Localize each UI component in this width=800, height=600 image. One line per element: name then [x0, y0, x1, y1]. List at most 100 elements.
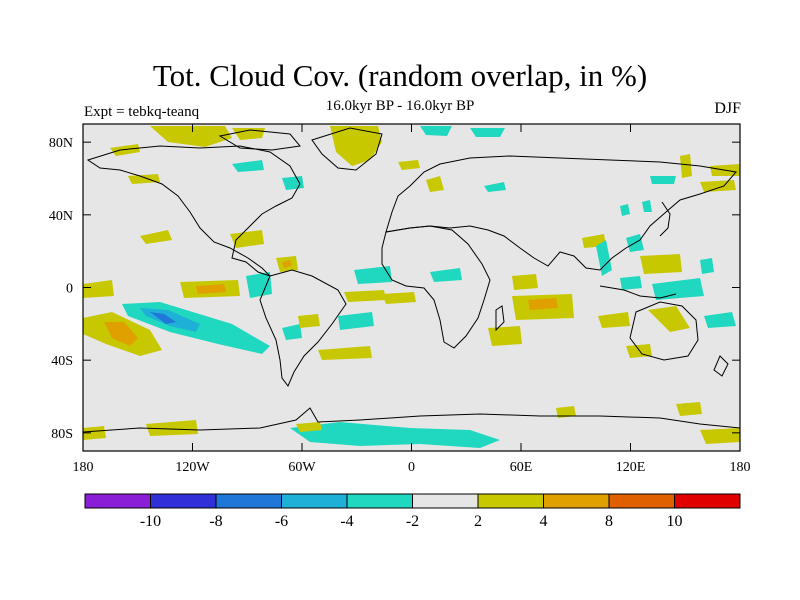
colorbar-segment [281, 493, 348, 509]
coastlines [83, 127, 740, 433]
anomaly-patch-negative [338, 312, 374, 330]
anomaly-patch-negative [620, 204, 630, 216]
longitude-axis: 180 120W 60W 0 60E 120E 180 [73, 124, 751, 475]
anomaly-patch-orange [282, 260, 292, 268]
anomaly-patch-negative [354, 266, 392, 284]
anomaly-patch-positive [556, 406, 576, 418]
anomaly-patch-negative [430, 268, 462, 282]
anomaly-patch-darkblue [150, 312, 176, 324]
anomaly-patch-positive [680, 154, 692, 178]
indonesia-coastline [599, 285, 677, 299]
anomaly-patch-negative [282, 324, 302, 340]
anomaly-patch-negative [290, 422, 500, 448]
colorbar-label: -4 [340, 513, 353, 530]
greenland-coastline [311, 127, 383, 171]
arctic-islands-coastline [218, 129, 301, 151]
africa-coastline [381, 225, 491, 349]
anomaly-patch-positive [426, 176, 444, 192]
colorbar-segment [215, 493, 282, 509]
anomaly-patch-positive [488, 326, 522, 346]
anomaly-patch-positive [230, 230, 264, 248]
lon-tick-label: 180 [73, 460, 94, 475]
colorbar-segment [84, 493, 151, 509]
map-title: Tot. Cloud Cov. (random overlap, in %) [152, 58, 648, 93]
anomaly-patch-negative [470, 128, 505, 137]
anomaly-patch-positive [318, 346, 372, 360]
colorbar-segment [150, 493, 217, 509]
australia-coastline [629, 301, 699, 361]
south-america-coastline [259, 269, 347, 387]
anomaly-patch-negative [232, 160, 264, 172]
colorbar-segment [608, 493, 675, 509]
anomaly-patch-positive [150, 126, 232, 147]
colorbar-label: 2 [474, 513, 482, 530]
colorbar-segment [477, 493, 544, 509]
lon-tick-label: 60W [288, 460, 316, 475]
antarctica-coastline [83, 407, 740, 433]
anomaly-patch-negative [620, 276, 642, 290]
lon-tick-label: 60E [510, 460, 533, 475]
anomaly-patch-positive [640, 254, 682, 274]
lon-tick-label: 180 [730, 460, 751, 475]
lat-tick-label: 0 [66, 282, 73, 297]
lon-tick-label: 0 [408, 460, 415, 475]
anomaly-patch-positive [512, 274, 538, 290]
anomaly-patch-negative [420, 126, 452, 136]
anomaly-shading [83, 126, 740, 448]
anomaly-patch-negative [596, 240, 612, 276]
anomaly-patch-positive [298, 314, 320, 328]
anomaly-patch-positive [382, 292, 416, 304]
colorbar-segment [346, 493, 413, 509]
anomaly-patch-negative [642, 200, 652, 212]
new-zealand-coastline [713, 355, 729, 377]
anomaly-patch-positive [398, 160, 420, 170]
anomaly-patch-positive [648, 306, 690, 332]
colorbar-label: -6 [275, 513, 288, 530]
anomaly-patch-positive [296, 422, 322, 432]
japan-coastline [659, 201, 671, 237]
colorbar: -10 -8 -6 -4 -2 2 4 8 10 [84, 493, 741, 530]
colorbar-segment [543, 493, 610, 509]
colorbar-label: 10 [667, 513, 683, 530]
anomaly-patch-positive [146, 420, 198, 436]
anomaly-patch-positive [344, 290, 386, 302]
anomaly-patch-positive [83, 426, 106, 440]
anomaly-patch-positive [128, 174, 160, 184]
anomaly-patch-positive [598, 312, 630, 328]
anomaly-patch-positive [676, 402, 702, 416]
colorbar-label: 4 [540, 513, 548, 530]
colorbar-label: -8 [209, 513, 222, 530]
colorbar-label: -10 [140, 513, 161, 530]
anomaly-patch-positive [330, 126, 382, 166]
lat-tick-label: 80N [49, 136, 73, 151]
anomaly-patch-positive [140, 230, 172, 244]
anomaly-patch-negative [652, 278, 704, 300]
lat-tick-label: 40N [49, 209, 73, 224]
season-label: DJF [714, 100, 741, 117]
anomaly-patch-orange [528, 298, 558, 310]
madagascar-coastline [495, 305, 505, 332]
anomaly-patch-negative [704, 312, 736, 328]
anomaly-patch-positive [83, 280, 114, 298]
colorbar-segment [412, 493, 479, 509]
lon-tick-label: 120E [616, 460, 646, 475]
colorbar-label: 8 [605, 513, 613, 530]
time-range-subtitle: 16.0kyr BP - 16.0kyr BP [325, 98, 475, 114]
anomaly-patch-negative [700, 258, 714, 274]
colorbar-segment [674, 493, 741, 509]
lat-tick-label: 40S [51, 354, 73, 369]
lon-tick-label: 120W [175, 460, 210, 475]
north-america-coastline [86, 145, 301, 277]
anomaly-patch-negative [246, 272, 272, 298]
anomaly-patch-positive [700, 180, 736, 192]
eurasia-coastline [385, 155, 737, 271]
experiment-label: Expt = tebkq-teanq [84, 104, 200, 120]
latitude-axis: 80N 40N 0 40S 80S [49, 136, 740, 442]
lat-tick-label: 80S [51, 427, 73, 442]
anomaly-patch-negative [484, 182, 506, 192]
colorbar-label: -2 [406, 513, 419, 530]
anomaly-patch-orange [104, 322, 138, 346]
anomaly-patch-negative [650, 176, 676, 184]
anomaly-patch-positive [700, 428, 740, 444]
